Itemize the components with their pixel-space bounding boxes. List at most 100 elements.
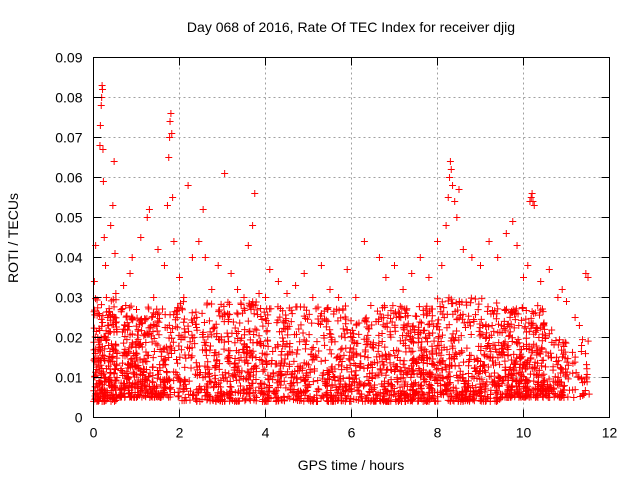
data-point — [360, 238, 368, 245]
data-point — [211, 375, 219, 383]
data-point — [320, 331, 328, 339]
data-point — [575, 322, 583, 329]
data-point — [165, 334, 173, 342]
data-point — [326, 286, 334, 293]
data-point — [253, 306, 261, 314]
data-point — [266, 266, 274, 273]
data-point — [277, 351, 285, 359]
data-point — [99, 178, 107, 185]
data-point — [137, 315, 145, 323]
data-point — [317, 262, 325, 269]
data-point — [134, 362, 142, 370]
data-point — [317, 310, 325, 318]
data-point — [91, 383, 99, 391]
data-point — [310, 355, 318, 363]
data-point — [569, 369, 577, 377]
data-point — [347, 368, 355, 376]
data-point — [317, 357, 325, 365]
data-point — [208, 300, 216, 308]
data-point — [335, 294, 343, 301]
data-point — [192, 359, 200, 367]
data-point — [142, 338, 150, 346]
data-point — [292, 303, 300, 311]
data-point — [176, 353, 184, 361]
data-point — [160, 262, 168, 269]
data-point — [126, 379, 134, 387]
data-point — [245, 328, 253, 336]
data-point — [187, 387, 195, 395]
x-tick-label: 12 — [602, 425, 618, 441]
data-point — [111, 250, 119, 257]
data-point — [163, 348, 171, 356]
data-point — [109, 202, 117, 209]
data-point — [240, 345, 248, 353]
data-point — [229, 318, 237, 326]
data-point — [128, 342, 136, 350]
data-point — [244, 242, 252, 249]
data-point — [337, 346, 345, 354]
data-point — [524, 262, 532, 269]
data-point — [547, 354, 555, 362]
data-point — [112, 340, 120, 348]
data-point — [296, 338, 304, 346]
data-point — [305, 310, 313, 318]
data-point — [134, 335, 142, 343]
data-point — [393, 346, 401, 354]
data-point — [485, 238, 493, 245]
data-point — [168, 344, 176, 352]
data-point — [395, 347, 403, 355]
data-point — [308, 319, 316, 327]
data-point — [184, 322, 192, 330]
data-point — [218, 396, 226, 404]
data-point — [204, 358, 212, 366]
data-point — [447, 166, 455, 173]
data-point — [446, 158, 454, 165]
data-point — [135, 364, 143, 372]
data-point — [141, 315, 149, 322]
data-point — [447, 362, 455, 370]
data-point — [195, 388, 203, 396]
data-point — [326, 346, 334, 354]
data-point — [184, 182, 192, 189]
data-point — [107, 297, 115, 305]
data-point — [279, 334, 287, 342]
data-point — [129, 384, 137, 392]
data-point — [145, 206, 153, 213]
data-point — [125, 322, 133, 330]
data-point — [425, 274, 433, 281]
data-point — [250, 331, 258, 339]
data-point — [455, 186, 463, 193]
data-point — [242, 395, 250, 403]
data-point — [297, 321, 305, 329]
data-point — [220, 391, 228, 399]
data-point — [337, 314, 345, 322]
data-point — [222, 373, 230, 381]
data-point — [434, 238, 441, 245]
data-point — [159, 345, 167, 353]
data-point — [149, 328, 157, 336]
data-point — [260, 342, 268, 350]
data-point — [234, 362, 242, 370]
data-point — [554, 294, 562, 301]
data-point — [238, 334, 246, 342]
data-point — [143, 329, 151, 337]
data-point — [246, 385, 254, 393]
data-point — [141, 381, 149, 389]
data-point — [188, 352, 196, 360]
data-point — [346, 344, 354, 352]
data-point — [100, 234, 108, 241]
data-point — [147, 322, 155, 330]
data-point — [460, 358, 468, 366]
data-point — [355, 330, 363, 338]
data-point — [323, 305, 331, 313]
data-point — [110, 158, 118, 165]
data-point — [257, 312, 265, 320]
data-point — [190, 333, 198, 341]
data-point — [326, 330, 334, 338]
data-point — [166, 376, 174, 384]
data-point — [522, 315, 530, 323]
data-point — [242, 356, 250, 364]
data-point — [408, 270, 416, 277]
data-point — [505, 332, 513, 340]
data-point — [314, 377, 322, 385]
